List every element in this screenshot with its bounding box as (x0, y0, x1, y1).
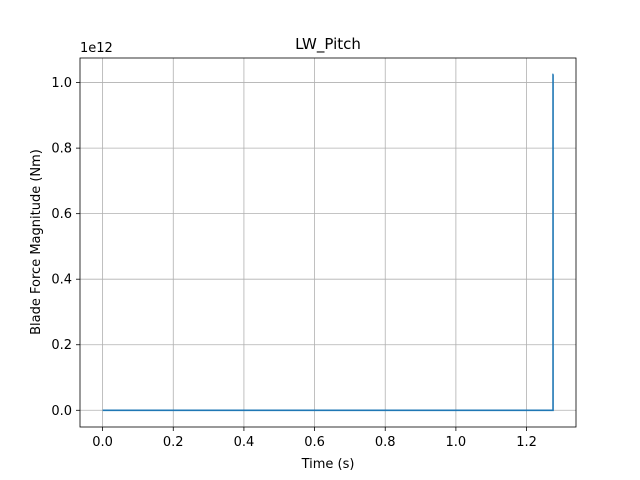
x-tick-label: 0.4 (234, 435, 255, 450)
plot-area (80, 58, 576, 427)
y-tick-label: 0.4 (51, 273, 72, 288)
x-axis-label: Time (s) (301, 457, 355, 472)
series-layer (102, 73, 554, 412)
y-tick-label: 0.8 (51, 142, 72, 157)
x-tick-label: 0.0 (92, 435, 113, 450)
x-tick-label: 1.0 (446, 435, 467, 450)
plot-frame (79, 57, 577, 428)
x-tick-label: 1.2 (516, 435, 537, 450)
x-axis: 0.0 0.2 0.4 0.6 0.8 1.0 1.2 (92, 427, 537, 450)
y-axis-label: Blade Force Magnitude (Nm) (29, 149, 44, 335)
y-tick-label: 0.0 (51, 404, 72, 419)
chart-title: LW_Pitch (295, 35, 361, 54)
y-tick-label: 1.0 (51, 76, 72, 91)
y-tick-label: 0.2 (51, 338, 72, 353)
y-axis: 0.0 0.2 0.4 0.6 0.8 1.0 (51, 76, 80, 419)
x-tick-label: 0.8 (375, 435, 396, 450)
x-tick-label: 0.6 (304, 435, 325, 450)
y-tick-label: 0.6 (51, 207, 72, 222)
x-tick-label: 0.2 (163, 435, 184, 450)
y-offset-text: 1e12 (80, 41, 113, 56)
series-line (102, 73, 554, 412)
